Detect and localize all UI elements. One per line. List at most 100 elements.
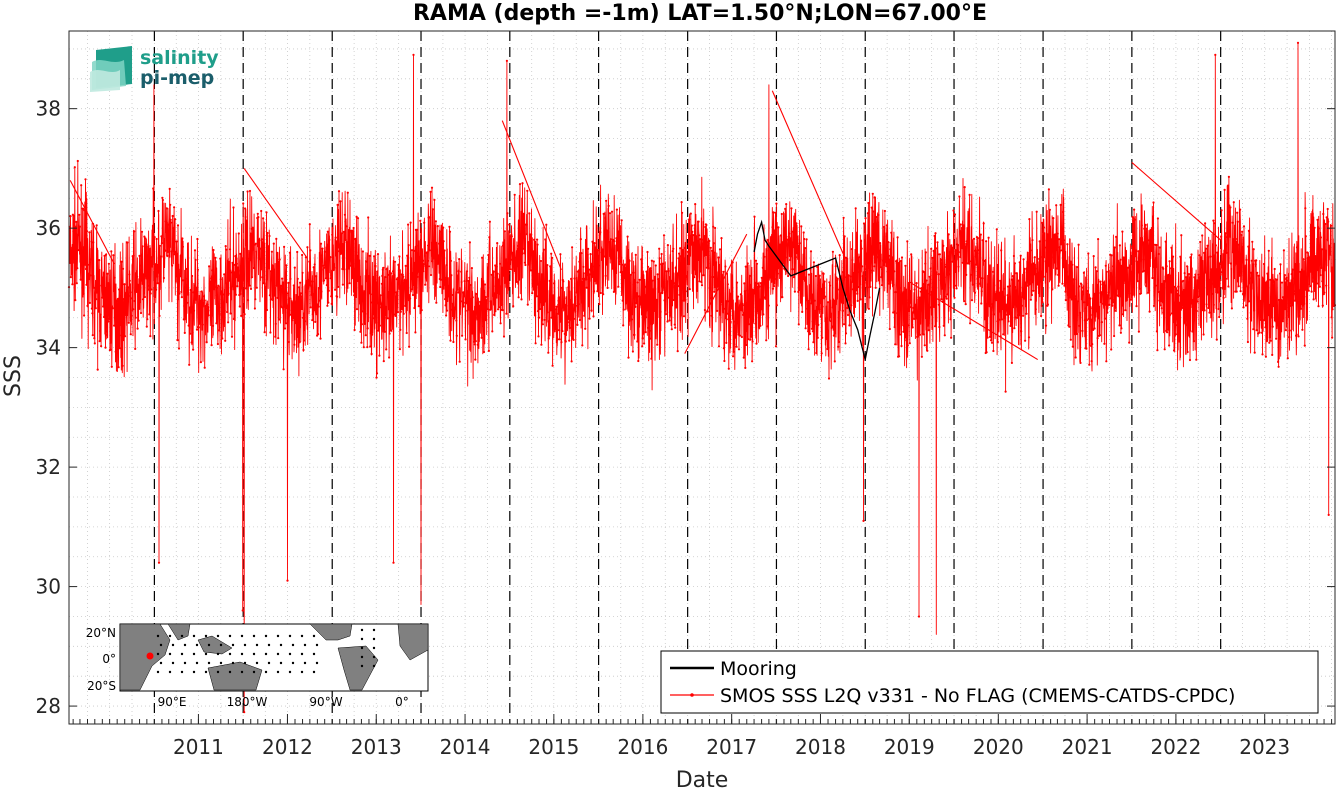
- smos-point: [741, 336, 743, 338]
- smos-point: [496, 266, 498, 268]
- smos-point: [862, 520, 864, 522]
- smos-point: [534, 314, 536, 316]
- smos-point: [941, 288, 943, 290]
- smos-point: [880, 266, 882, 268]
- smos-point: [1049, 209, 1051, 211]
- smos-point: [1195, 304, 1197, 306]
- smos-point: [1077, 300, 1079, 302]
- smos-point: [189, 333, 191, 335]
- smos-point: [172, 227, 174, 229]
- smos-point: [447, 292, 449, 294]
- smos-point: [156, 238, 158, 240]
- smos-point: [178, 347, 180, 349]
- smos-point: [1329, 245, 1331, 247]
- smos-point: [567, 318, 569, 320]
- smos-point: [352, 263, 354, 265]
- x-axis-label: Date: [676, 768, 729, 790]
- smos-point: [451, 309, 453, 311]
- smos-point: [925, 279, 927, 281]
- smos-point: [488, 350, 490, 352]
- smos-point: [538, 286, 540, 288]
- smos-point: [1224, 189, 1226, 191]
- smos-point: [537, 335, 539, 337]
- smos-point: [536, 295, 538, 297]
- smos-point: [464, 280, 466, 282]
- smos-point: [452, 294, 454, 296]
- smos-point: [270, 270, 272, 272]
- smos-point: [450, 260, 452, 262]
- smos-point: [916, 282, 918, 284]
- smos-point: [433, 199, 435, 201]
- smos-point: [424, 284, 426, 286]
- smos-point: [1207, 256, 1209, 258]
- smos-point: [403, 313, 405, 315]
- smos-point: [1270, 340, 1272, 342]
- smos-point: [913, 307, 915, 309]
- smos-point: [876, 216, 878, 218]
- smos-point: [710, 297, 712, 299]
- smos-point: [1155, 244, 1157, 246]
- smos-point: [249, 235, 251, 237]
- smos-point: [240, 315, 242, 317]
- smos-point: [587, 254, 589, 256]
- smos-point: [390, 272, 392, 274]
- smos-point: [476, 317, 478, 319]
- smos-point: [1018, 314, 1020, 316]
- smos-point: [761, 277, 763, 279]
- legend-label-smos: SMOS SSS L2Q v331 - No FLAG (CMEMS-CATDS…: [720, 685, 1235, 707]
- smos-point: [1219, 263, 1221, 265]
- mooring-dot: [301, 671, 303, 673]
- smos-point: [1148, 290, 1150, 292]
- smos-point: [565, 297, 567, 299]
- x-tick-label: 2013: [351, 735, 402, 759]
- smos-point: [718, 264, 720, 266]
- mooring-dot: [160, 662, 162, 664]
- smos-point: [1241, 234, 1243, 236]
- smos-point: [1007, 294, 1009, 296]
- smos-point: [881, 268, 883, 270]
- smos-point: [754, 322, 756, 324]
- smos-point: [667, 270, 669, 272]
- smos-point: [480, 303, 482, 305]
- smos-point: [690, 213, 692, 215]
- smos-point: [799, 242, 801, 244]
- smos-point: [733, 351, 735, 353]
- smos-point: [763, 269, 765, 271]
- smos-point: [728, 334, 730, 336]
- smos-point: [1137, 271, 1139, 273]
- smos-point: [327, 302, 329, 304]
- smos-point: [725, 310, 727, 312]
- smos-point: [559, 253, 561, 255]
- smos-point: [1009, 285, 1011, 287]
- smos-point: [210, 277, 212, 279]
- mooring-dot: [217, 653, 219, 655]
- smos-point: [642, 312, 644, 314]
- smos-point: [184, 298, 186, 300]
- smos-point: [76, 282, 78, 284]
- smos-point: [302, 349, 304, 351]
- smos-point: [1132, 220, 1134, 222]
- legend-swatch-smos-marker: [690, 693, 694, 697]
- smos-point: [726, 318, 728, 320]
- smos-point: [596, 290, 598, 292]
- smos-point: [225, 245, 227, 247]
- smos-point: [1207, 307, 1209, 309]
- smos-point: [1039, 272, 1041, 274]
- smos-point: [1099, 334, 1101, 336]
- smos-point: [1274, 268, 1276, 270]
- smos-point: [610, 255, 612, 257]
- smos-point: [1203, 252, 1205, 254]
- smos-point: [794, 229, 796, 231]
- smos-point: [1056, 249, 1058, 251]
- smos-point: [479, 305, 481, 307]
- smos-point: [959, 256, 961, 258]
- mooring-dot: [361, 629, 363, 631]
- smos-point: [651, 260, 653, 262]
- smos-point: [1304, 207, 1306, 209]
- smos-point: [665, 270, 667, 272]
- smos-point: [290, 314, 292, 316]
- smos-point: [523, 252, 525, 254]
- smos-point: [810, 250, 812, 252]
- smos-point: [1267, 297, 1269, 299]
- smos-point: [848, 299, 850, 301]
